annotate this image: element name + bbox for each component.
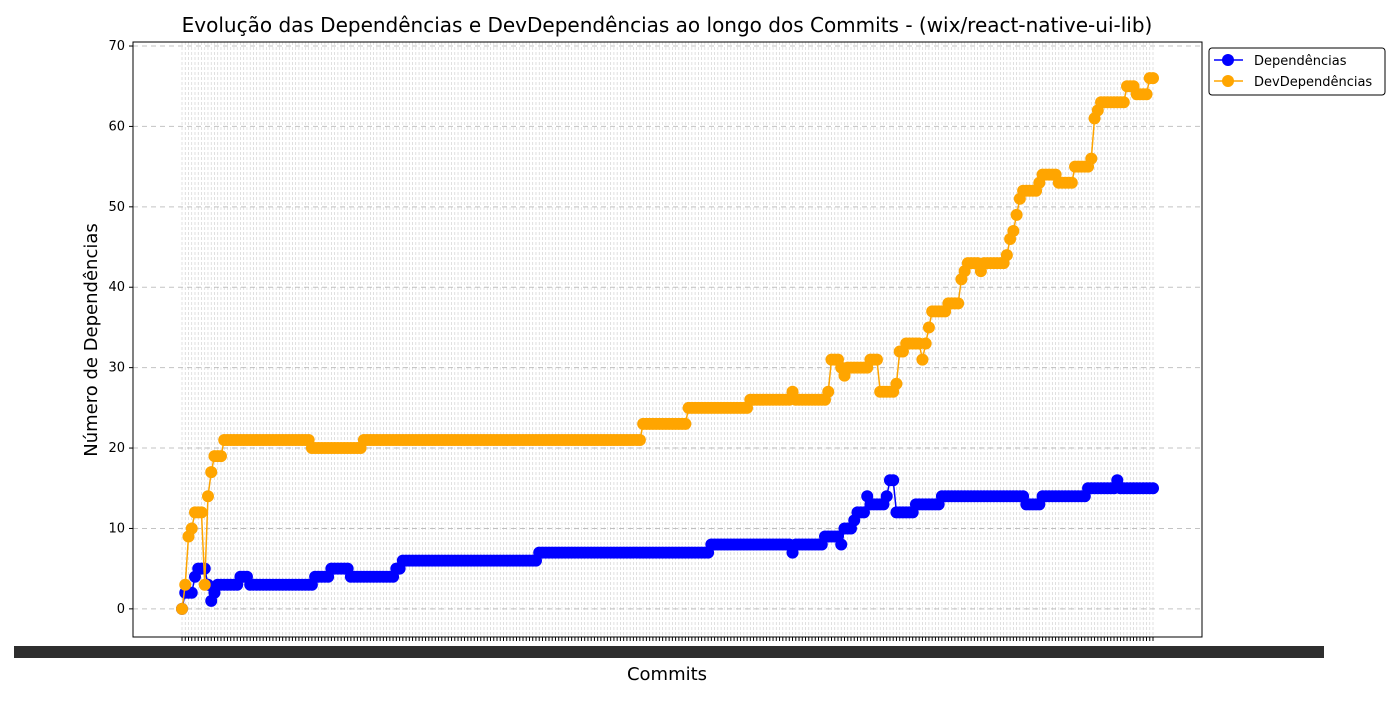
data-point: [952, 297, 965, 310]
legend-marker-devdependencias: [1222, 75, 1234, 87]
y-tick-label: 70: [108, 39, 125, 54]
data-point: [1065, 176, 1078, 189]
data-point: [633, 434, 646, 447]
data-point: [1147, 72, 1159, 85]
data-point: [198, 578, 211, 591]
y-tick-label: 0: [117, 602, 125, 617]
data-point: [916, 353, 929, 366]
data-point: [205, 466, 218, 479]
data-point: [922, 321, 935, 334]
y-tick-label: 30: [108, 361, 125, 376]
horizontal-grid: [133, 45, 1202, 610]
data-point: [1140, 88, 1153, 101]
chart-title: Evolução das Dependências e DevDependênc…: [182, 13, 1153, 37]
legend-label-devdependencias: DevDependências: [1254, 75, 1372, 90]
legend-label-dependencias: Dependências: [1254, 54, 1347, 69]
plot-frame: [132, 41, 1203, 638]
series-layer: [176, 72, 1159, 615]
data-point: [919, 337, 932, 350]
data-point: [214, 450, 227, 463]
y-tick-label: 20: [108, 441, 125, 456]
y-tick-label: 60: [108, 119, 125, 134]
data-point: [1147, 482, 1159, 495]
data-point: [880, 490, 893, 503]
data-point: [1000, 249, 1013, 262]
data-point: [1117, 96, 1130, 109]
y-tick-label: 10: [108, 521, 125, 536]
series-line: [181, 77, 1153, 609]
y-tick-label: 50: [108, 200, 125, 215]
data-point: [835, 538, 848, 551]
data-point: [887, 474, 900, 487]
y-axis-label: Número de Dependências: [81, 223, 102, 457]
data-point: [679, 417, 692, 430]
x-axis: [14, 637, 1324, 658]
data-point: [195, 506, 208, 519]
data-point: [185, 522, 198, 535]
data-point: [1085, 152, 1098, 165]
data-point: [176, 602, 188, 615]
y-axis: 0 10 20 30 40 50 60 70: [108, 39, 133, 617]
legend-marker-dependencias: [1222, 54, 1234, 66]
data-point: [201, 490, 214, 503]
x-axis-label: Commits: [627, 664, 707, 685]
x-tick-labels-overlap: [14, 646, 1324, 658]
data-point: [890, 377, 903, 390]
series-dependencias: [176, 474, 1159, 615]
data-point: [870, 353, 883, 366]
series-devdependencias: [176, 72, 1159, 615]
vertical-grid: [181, 42, 1154, 637]
y-tick-label: 40: [108, 280, 125, 295]
legend: Dependências DevDependências: [1208, 47, 1386, 96]
data-point: [1007, 224, 1020, 237]
data-point: [179, 578, 192, 591]
legend-box: [1208, 47, 1386, 96]
data-point: [857, 506, 870, 519]
data-point: [1010, 208, 1023, 221]
data-point: [185, 586, 198, 599]
data-point: [822, 385, 835, 398]
